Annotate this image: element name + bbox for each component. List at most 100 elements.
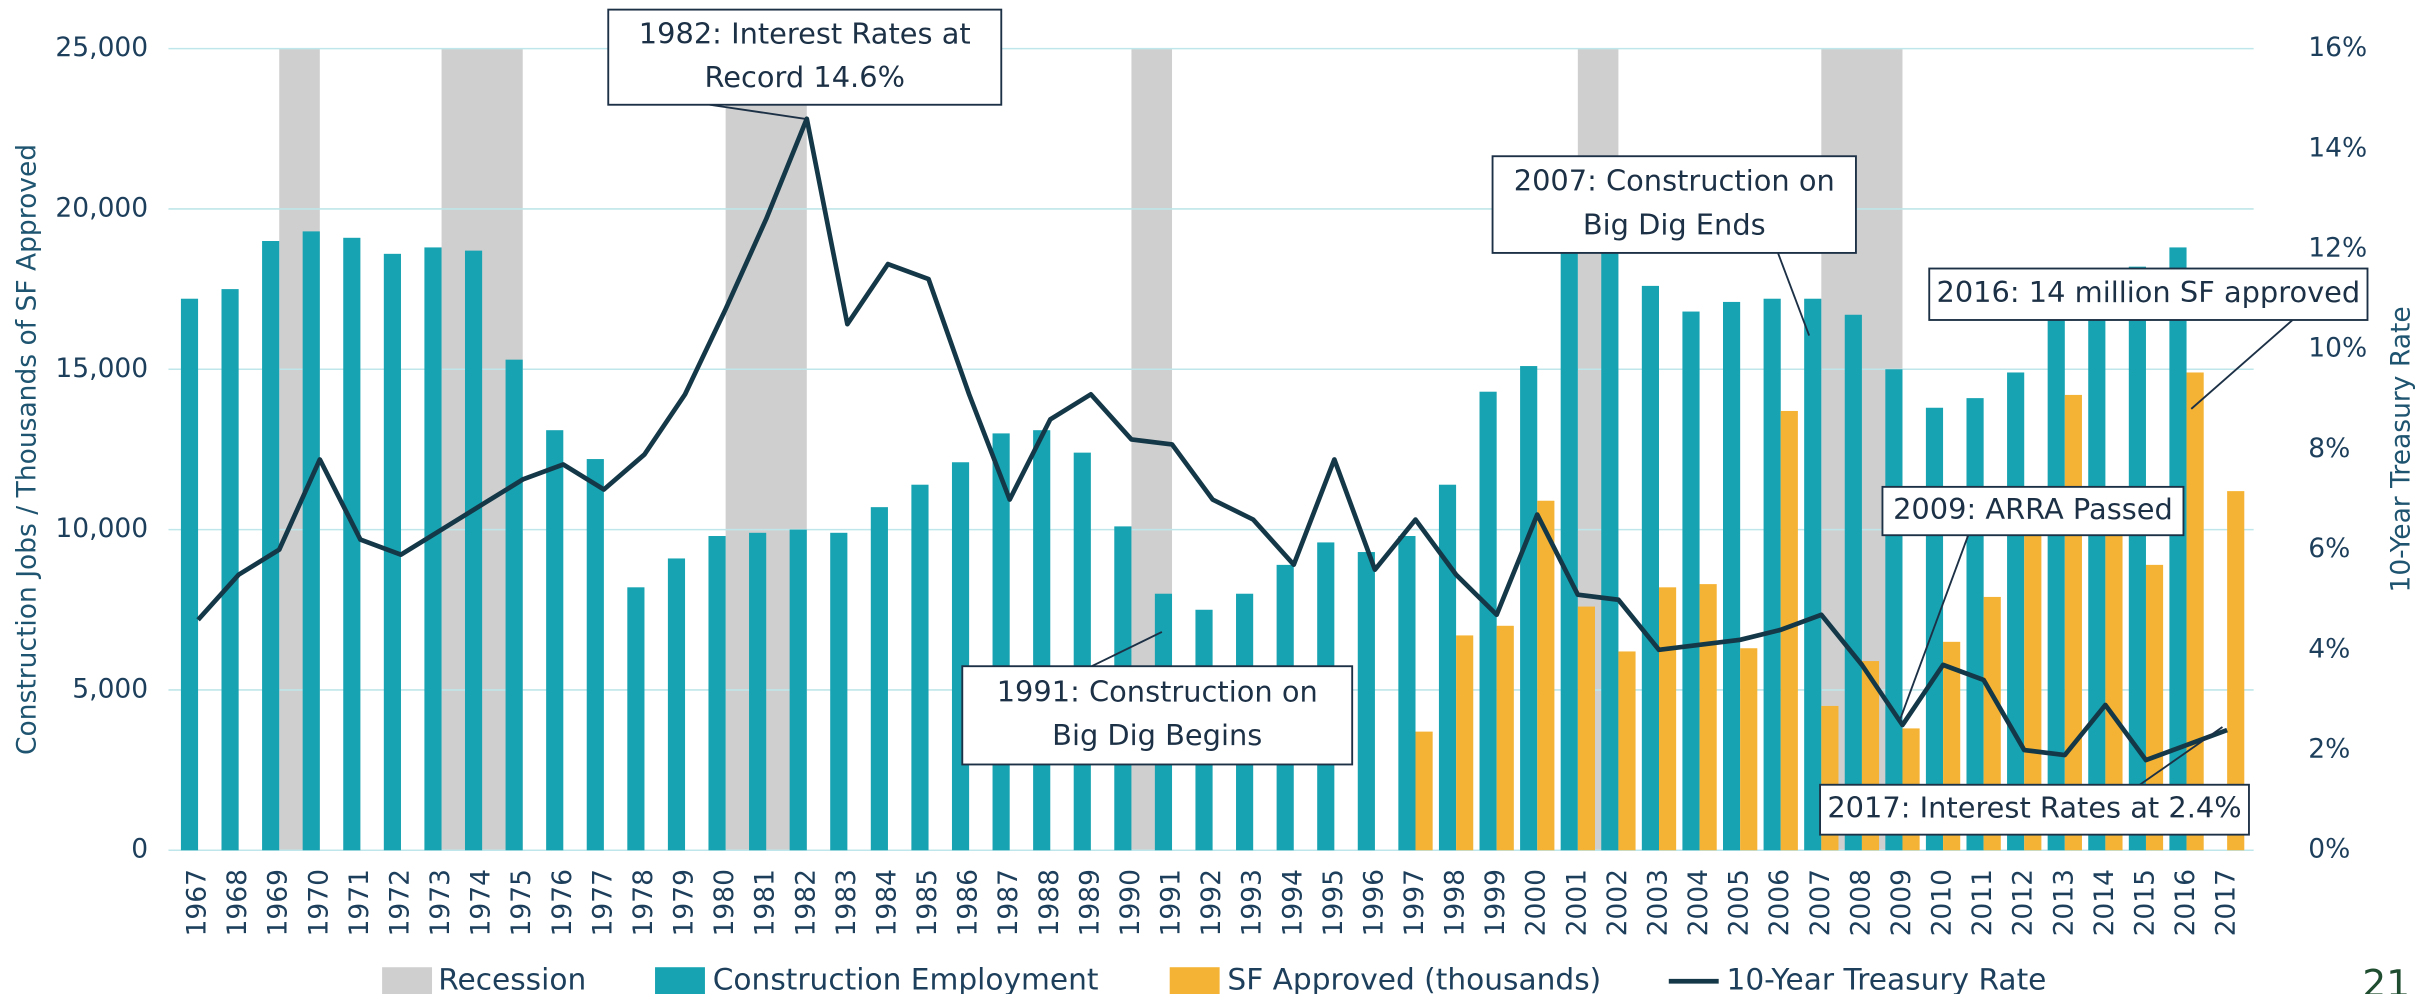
x-tick-label: 1993	[1237, 869, 1268, 936]
bar	[1763, 298, 1781, 851]
x-tick-label: 1972	[384, 869, 415, 936]
legend-label: Recession	[438, 962, 586, 994]
x-tick-label: 2002	[1602, 869, 1633, 936]
bar	[1618, 651, 1636, 851]
y-tick-label: 0	[131, 834, 148, 865]
x-tick-label: 2013	[2048, 869, 2079, 936]
annotation-text: 2016: 14 million SF approved	[1936, 275, 2360, 309]
bar	[2186, 372, 2204, 851]
bar	[2024, 529, 2042, 851]
annotation: 2009: ARRA Passed	[1881, 485, 2185, 722]
bar	[586, 459, 604, 851]
y-tick-label: 5,000	[72, 673, 148, 704]
annotation-box	[961, 665, 1354, 766]
bar	[1641, 285, 1659, 851]
x-tick-label: 2015	[2129, 869, 2160, 936]
y2-tick-label: 12%	[2308, 233, 2367, 264]
bar	[343, 237, 361, 851]
bar	[2169, 247, 2187, 851]
bar	[1033, 430, 1051, 851]
x-tick-label: 1992	[1196, 869, 1227, 936]
annotation-box	[1881, 485, 2185, 537]
bar	[1357, 552, 1375, 851]
legend-swatch	[1169, 967, 1220, 994]
bar	[627, 587, 645, 851]
x-tick-label: 1969	[263, 869, 294, 936]
x-tick-label: 1975	[506, 869, 537, 936]
bar	[302, 231, 320, 851]
bar	[1073, 452, 1091, 851]
annotation-text: 2017: Interest Rates at 2.4%	[1827, 791, 2241, 825]
bar	[505, 359, 523, 851]
bar	[424, 247, 442, 851]
bar	[1723, 301, 1741, 851]
x-tick-label: 1974	[466, 869, 497, 936]
x-tick-label: 2010	[1927, 869, 1958, 936]
x-tick-label: 1980	[709, 869, 740, 936]
y2-axis-title: 10-Year Treasury Rate	[2385, 306, 2416, 592]
annotation: 2016: 14 million SF approved	[1928, 267, 2369, 410]
x-tick-label: 1981	[750, 869, 781, 936]
x-tick-label: 2004	[1683, 869, 1714, 936]
bar	[667, 558, 686, 851]
y-tick-label: 20,000	[55, 192, 148, 223]
bar	[1496, 625, 1514, 851]
x-tick-label: 1988	[1034, 869, 1065, 936]
bar	[546, 430, 564, 851]
bar	[464, 250, 483, 851]
annotation-pointer	[1091, 631, 1163, 668]
bar	[2047, 295, 2065, 851]
annotation-pointer	[1777, 252, 1811, 336]
annotation-text: 2009: ARRA Passed	[1893, 492, 2173, 526]
bar	[1844, 314, 1862, 851]
bar	[1398, 536, 1416, 851]
bar	[1780, 410, 1798, 851]
x-tick-label: 1968	[222, 869, 253, 936]
treasury-line	[196, 116, 2228, 763]
bar	[870, 507, 888, 851]
annotation-text: 2007: Construction on	[1514, 164, 1835, 198]
bar	[180, 298, 199, 851]
annotation-box	[1491, 155, 1857, 254]
y2-tick-label: 8%	[2308, 433, 2350, 464]
x-tick-label: 2007	[1805, 869, 1836, 936]
y-tick-label: 25,000	[55, 32, 148, 63]
x-tick-label: 1998	[1440, 869, 1471, 936]
annotation-text: 1982: Interest Rates at	[639, 16, 971, 50]
bar	[951, 462, 970, 851]
bar	[1456, 635, 1474, 851]
bar	[830, 532, 848, 851]
y-tick-label: 15,000	[55, 353, 148, 384]
x-tick-label: 1986	[953, 869, 984, 936]
x-tick-label: 1991	[1156, 869, 1187, 936]
y2-tick-label: 4%	[2308, 633, 2350, 664]
x-tick-label: 2017	[2211, 869, 2242, 936]
annotation: 1982: Interest Rates at Record 14.6%	[607, 8, 1003, 120]
x-tick-label: 1979	[669, 869, 700, 936]
legend-swatch	[655, 967, 705, 994]
x-tick-label: 2011	[1967, 869, 1998, 936]
x-tick-label: 2009	[1886, 869, 1917, 936]
bar	[789, 529, 807, 851]
annotation: 2007: Construction on Big Dig Ends	[1491, 155, 1857, 336]
annotation-text: Big Dig Begins	[1052, 718, 1262, 752]
x-tick-label: 2014	[2089, 869, 2120, 936]
bar	[2145, 564, 2164, 851]
legend-swatch	[382, 967, 433, 994]
x-tick-label: 1982	[790, 869, 821, 936]
annotation-text: Big Dig Ends	[1583, 207, 1766, 241]
x-tick-label: 1977	[587, 869, 618, 936]
bar	[749, 532, 767, 851]
bar	[221, 289, 239, 851]
y2-tick-label: 14%	[2308, 132, 2367, 163]
x-tick-label: 1987	[993, 869, 1024, 936]
x-tick-label: 2006	[1764, 869, 1795, 936]
x-tick-label: 1990	[1115, 869, 1146, 936]
y-axis-title: Construction Jobs / Thousands of SF Appr…	[12, 144, 43, 755]
x-tick-label: 2008	[1845, 869, 1876, 936]
x-tick-label: 2012	[2008, 869, 2039, 936]
y2-tick-label: 16%	[2308, 32, 2367, 63]
bar	[1520, 366, 1538, 851]
x-tick-label: 1973	[425, 869, 456, 936]
